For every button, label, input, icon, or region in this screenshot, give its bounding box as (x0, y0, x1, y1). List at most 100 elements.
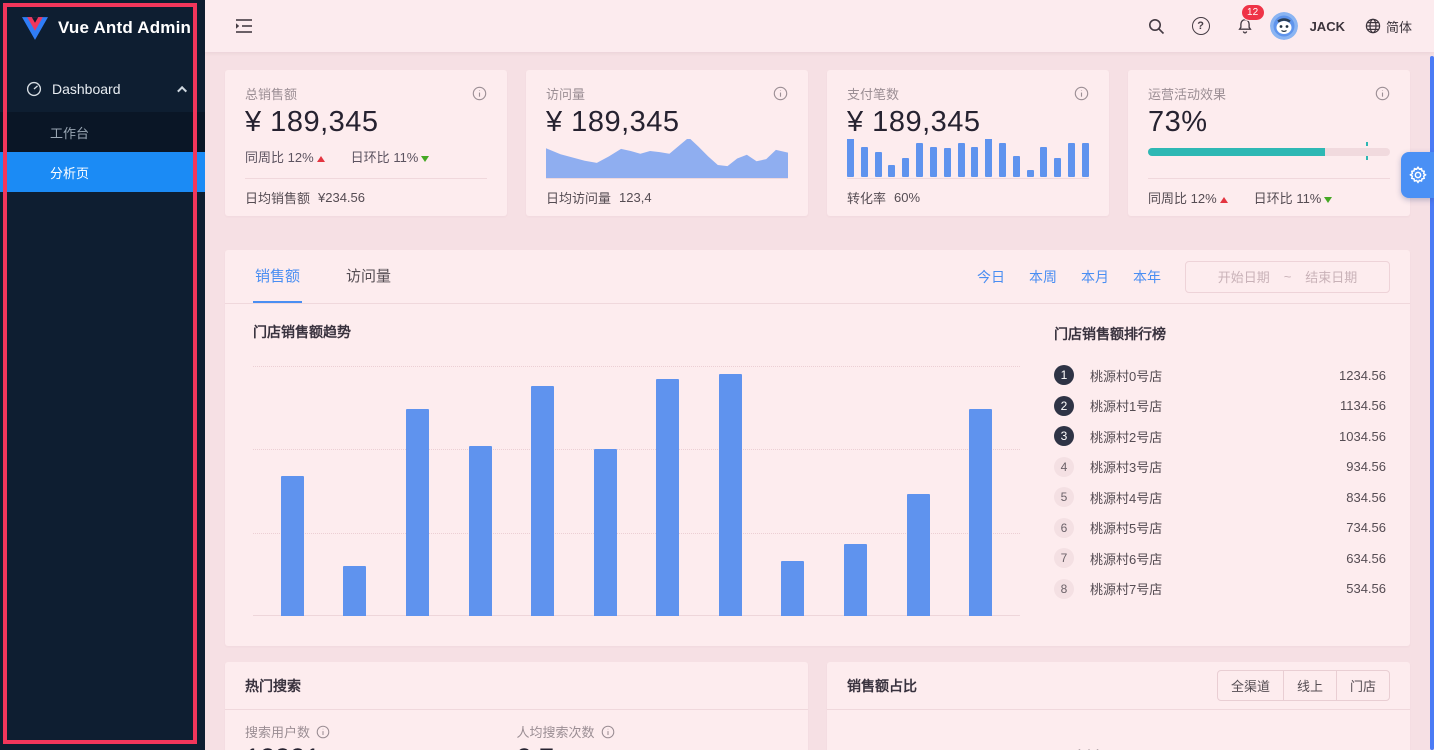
menu-fold-icon[interactable] (225, 7, 263, 45)
rank-badge: 7 (1054, 548, 1074, 569)
notification-bell-icon[interactable]: 12 (1226, 5, 1264, 45)
stat-card-total-sales: 总销售额 ¥ 189,345 同周比 12% 日环比 11% 日均销售额 ¥234… (225, 70, 507, 216)
stat-card-visits: 访问量 ¥ 189,345 日均访问量 123,4 (526, 70, 808, 216)
trend-up-icon (1219, 197, 1228, 203)
store-sales-value: 834.56 (1346, 489, 1386, 505)
info-icon[interactable] (1074, 86, 1089, 101)
avatar[interactable] (1269, 12, 1298, 40)
store-name: 桃源村4号店 (1090, 490, 1163, 506)
rank-badge: 4 (1054, 456, 1074, 477)
mini-bar (971, 146, 979, 177)
globe-icon (1365, 18, 1381, 34)
store-sales-chart-section: 门店销售额趋势 (253, 322, 1054, 616)
rank-badge: 1 (1054, 365, 1074, 386)
stat-value: 12321 (245, 743, 320, 750)
store-name: 桃源村6号店 (1090, 551, 1163, 567)
channel-store-button[interactable]: 门店 (1335, 670, 1390, 701)
store-sales-value: 934.56 (1346, 459, 1386, 475)
info-icon[interactable] (472, 86, 487, 101)
ranking-row: 7 桃源村6号店 634.56 (1054, 543, 1386, 574)
store-name: 桃源村5号店 (1090, 521, 1163, 537)
range-link-month[interactable]: 本月 (1081, 268, 1109, 285)
bar (593, 448, 617, 616)
range-link-week[interactable]: 本周 (1029, 268, 1057, 285)
channel-online-button[interactable]: 线上 (1282, 670, 1337, 701)
store-sales-bar-chart (253, 366, 1020, 616)
range-link-year[interactable]: 本年 (1133, 268, 1161, 285)
stat-cards-row: 总销售额 ¥ 189,345 同周比 12% 日环比 11% 日均销售额 ¥234… (225, 70, 1410, 216)
card-footer: 转化率 60% (847, 178, 1089, 216)
card-title: 总销售额 (245, 87, 298, 102)
channel-segmented-control: 全渠道 线上 门店 (1216, 670, 1390, 701)
range-link-today[interactable]: 今日 (977, 268, 1005, 285)
store-name: 桃源村0号店 (1090, 368, 1163, 384)
card-title: 运营活动效果 (1148, 87, 1227, 102)
main-area: ? 12 JACK (205, 0, 1434, 750)
rank-badge: 6 (1054, 517, 1074, 538)
question-glyph: ? (1191, 17, 1210, 35)
card-title: 访问量 (546, 87, 586, 102)
end-date-placeholder: 结束日期 (1305, 270, 1358, 285)
mini-bar (943, 148, 951, 177)
bar (781, 561, 805, 616)
scrollbar[interactable] (1430, 56, 1434, 750)
store-sales-value: 1134.56 (1339, 398, 1386, 414)
sales-panel: 销售额 访问量 今日 本周 本月 本年 开始日期 ~ 结束日期 门店销售额趋势 (225, 250, 1410, 646)
ranking-section: 门店销售额排行榜 1 桃源村0号店 1234.56 2 桃源村1号店 1134.56 3 桃源… (1054, 322, 1386, 616)
mini-bar (1068, 142, 1075, 177)
ranking-row: 4 桃源村3号店 934.56 (1054, 452, 1386, 483)
trend-up-icon (316, 156, 325, 162)
stat-value: 2.7 (517, 743, 555, 750)
mini-bar (847, 139, 854, 177)
info-icon[interactable] (773, 86, 788, 101)
store-sales-value: 1234.56 (1339, 367, 1386, 383)
card-title: 支付笔数 (847, 87, 900, 102)
bar (969, 408, 993, 616)
card-value: ¥ 189,345 (847, 106, 981, 138)
sales-tabbar: 销售额 访问量 今日 本周 本月 本年 开始日期 ~ 结束日期 (225, 250, 1410, 304)
card-value: 73% (1148, 106, 1208, 138)
top-header: ? 12 JACK (205, 0, 1434, 52)
store-name: 桃源村1号店 (1090, 399, 1163, 415)
info-icon[interactable] (601, 725, 615, 739)
logo[interactable]: Vue Antd Admin (0, 0, 205, 56)
search-icon[interactable] (1138, 7, 1176, 45)
help-icon[interactable]: ? (1182, 7, 1220, 45)
ranking-row: 3 桃源村2号店 1034.56 (1054, 421, 1386, 452)
store-sales-value: 634.56 (1346, 550, 1386, 566)
submenu-label: 分析页 (50, 165, 90, 181)
language-switcher[interactable]: 简体 (1365, 17, 1418, 36)
sidebar-item-analysis[interactable]: 分析页 (0, 152, 205, 192)
store-sales-value: 1034.56 (1339, 428, 1386, 444)
store-sales-value: 734.56 (1346, 520, 1386, 536)
mini-bar (860, 146, 868, 177)
bar (468, 446, 492, 616)
user-name[interactable]: JACK (1309, 18, 1345, 34)
date-range-picker[interactable]: 开始日期 ~ 结束日期 (1185, 260, 1390, 293)
date-separator: ~ (1283, 269, 1292, 284)
store-sales-value: 534.56 (1346, 581, 1386, 597)
mini-bar (929, 146, 937, 177)
panel-title: 热门搜索 (245, 677, 301, 694)
ranking-row: 5 桃源村4号店 834.56 (1054, 482, 1386, 513)
language-label: 简体 (1385, 19, 1412, 35)
sidebar-item-dashboard[interactable]: Dashboard (0, 66, 205, 112)
chart-title: 门店销售额趋势 (253, 324, 351, 340)
bar (343, 566, 367, 616)
ranking-row: 1 桃源村0号店 1234.56 (1054, 360, 1386, 391)
chevron-up-icon (177, 85, 188, 96)
tab-visits[interactable]: 访问量 (346, 268, 392, 285)
mini-bar (902, 157, 910, 177)
settings-gear-button[interactable] (1401, 152, 1434, 198)
sidebar-item-workplace[interactable]: 工作台 (0, 112, 205, 152)
trend-down-icon (421, 156, 430, 162)
store-name: 桃源村2号店 (1090, 429, 1163, 445)
ranking-row: 8 桃源村7号店 534.56 (1054, 574, 1386, 605)
info-icon[interactable] (1375, 86, 1390, 101)
channel-all-button[interactable]: 全渠道 (1216, 670, 1284, 701)
card-footer: 日均访问量 123,4 (546, 178, 788, 216)
sidebar-item-label: Dashboard (52, 81, 121, 97)
info-icon[interactable] (316, 725, 330, 739)
ranking-row: 6 桃源村5号店 734.56 (1054, 513, 1386, 544)
tab-sales[interactable]: 销售额 (253, 250, 303, 303)
